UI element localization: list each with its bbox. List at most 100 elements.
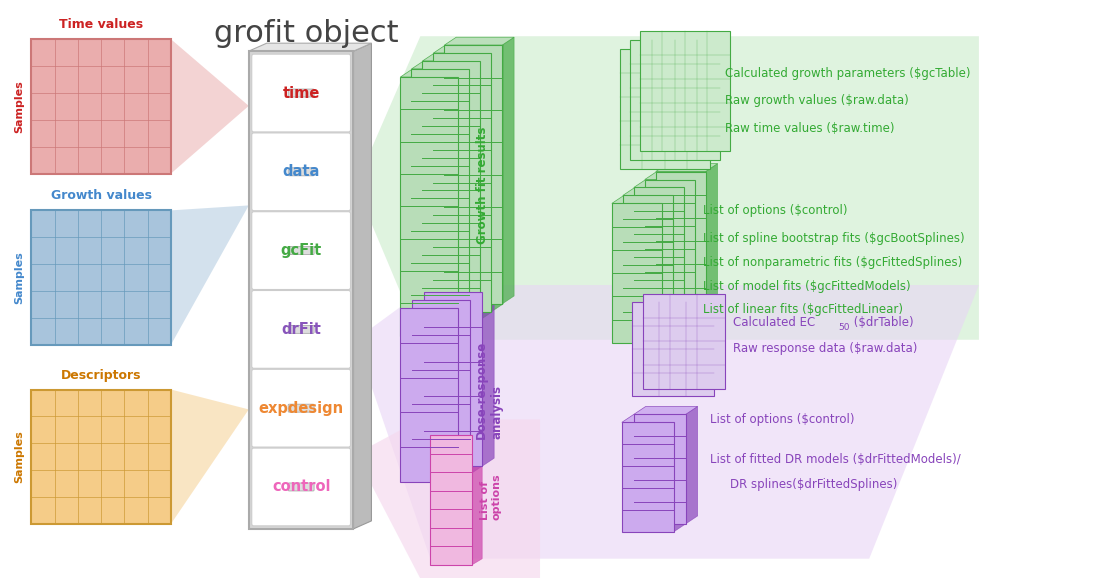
Text: Samples: Samples <box>14 80 24 133</box>
Text: List of linear fits ($gcFittedLinear): List of linear fits ($gcFittedLinear) <box>703 303 903 316</box>
Text: time: time <box>282 86 320 101</box>
Polygon shape <box>430 429 483 435</box>
FancyBboxPatch shape <box>251 54 350 132</box>
Text: List of
options: List of options <box>480 474 501 521</box>
Polygon shape <box>480 53 493 320</box>
FancyBboxPatch shape <box>619 49 710 168</box>
FancyBboxPatch shape <box>642 294 724 389</box>
FancyBboxPatch shape <box>288 483 314 491</box>
FancyBboxPatch shape <box>430 435 472 565</box>
Polygon shape <box>249 43 371 51</box>
Polygon shape <box>623 188 684 196</box>
Text: Raw time values ($raw.time): Raw time values ($raw.time) <box>724 122 894 135</box>
Text: List of spline bootstrap fits ($gcBootSplines): List of spline bootstrap fits ($gcBootSp… <box>703 232 964 245</box>
Text: DR splines($drFittedSplines): DR splines($drFittedSplines) <box>730 478 897 490</box>
Polygon shape <box>472 429 483 565</box>
Text: Samples: Samples <box>14 251 24 304</box>
Text: gcFit: gcFit <box>281 243 322 258</box>
FancyBboxPatch shape <box>634 188 683 327</box>
Text: ($drTable): ($drTable) <box>851 316 914 329</box>
Polygon shape <box>356 36 979 340</box>
Text: Raw response data ($raw.data): Raw response data ($raw.data) <box>733 342 917 355</box>
Polygon shape <box>411 61 482 69</box>
Text: List of model fits ($gcFittedModels): List of model fits ($gcFittedModels) <box>703 280 910 292</box>
FancyBboxPatch shape <box>640 31 730 151</box>
FancyBboxPatch shape <box>412 300 471 474</box>
FancyBboxPatch shape <box>251 212 350 290</box>
Text: List of options ($control): List of options ($control) <box>710 413 854 426</box>
Polygon shape <box>705 164 717 311</box>
Polygon shape <box>491 45 504 312</box>
FancyBboxPatch shape <box>288 247 314 255</box>
Polygon shape <box>458 69 471 336</box>
FancyBboxPatch shape <box>623 196 672 335</box>
Polygon shape <box>673 415 685 532</box>
Text: Descriptors: Descriptors <box>61 369 141 382</box>
FancyBboxPatch shape <box>422 61 480 320</box>
Polygon shape <box>356 285 979 559</box>
Polygon shape <box>661 196 673 343</box>
Polygon shape <box>503 37 515 304</box>
Text: Calculated growth parameters ($gcTable): Calculated growth parameters ($gcTable) <box>724 67 970 79</box>
Polygon shape <box>634 406 698 415</box>
Polygon shape <box>622 415 685 422</box>
Polygon shape <box>171 206 249 345</box>
Text: Calculated EC: Calculated EC <box>733 316 814 329</box>
FancyBboxPatch shape <box>645 179 694 319</box>
Text: data: data <box>282 164 320 179</box>
FancyBboxPatch shape <box>444 45 503 304</box>
Text: List of fitted DR models ($drFittedModels)/: List of fitted DR models ($drFittedModel… <box>710 453 960 466</box>
Polygon shape <box>694 171 706 319</box>
FancyBboxPatch shape <box>251 448 350 526</box>
Polygon shape <box>469 61 482 328</box>
Polygon shape <box>672 188 684 335</box>
Text: List of options ($control): List of options ($control) <box>703 204 847 217</box>
Polygon shape <box>458 300 471 482</box>
Polygon shape <box>685 406 698 524</box>
Polygon shape <box>412 292 483 300</box>
FancyBboxPatch shape <box>288 325 314 334</box>
Polygon shape <box>171 39 249 174</box>
FancyBboxPatch shape <box>251 369 350 447</box>
FancyBboxPatch shape <box>622 422 673 532</box>
Polygon shape <box>356 419 540 578</box>
Text: List of nonparametric fits ($gcFittedSplines): List of nonparametric fits ($gcFittedSpl… <box>703 256 962 269</box>
Polygon shape <box>400 300 471 308</box>
Text: Growth values: Growth values <box>51 189 152 203</box>
FancyBboxPatch shape <box>31 390 171 524</box>
Polygon shape <box>424 284 494 292</box>
Text: Samples: Samples <box>14 430 24 483</box>
FancyBboxPatch shape <box>612 203 661 343</box>
Polygon shape <box>422 53 493 61</box>
FancyBboxPatch shape <box>31 39 171 174</box>
Polygon shape <box>471 292 483 474</box>
FancyBboxPatch shape <box>249 51 354 529</box>
Text: expdesign: expdesign <box>259 401 344 416</box>
Polygon shape <box>400 69 471 77</box>
Text: Growth fit results: Growth fit results <box>476 127 489 244</box>
Text: Time values: Time values <box>60 19 143 31</box>
FancyBboxPatch shape <box>251 291 350 368</box>
Polygon shape <box>483 284 494 466</box>
FancyBboxPatch shape <box>630 40 720 160</box>
Polygon shape <box>634 179 695 188</box>
Polygon shape <box>656 164 717 171</box>
FancyBboxPatch shape <box>631 302 714 397</box>
Polygon shape <box>433 45 504 53</box>
FancyBboxPatch shape <box>400 77 458 336</box>
FancyBboxPatch shape <box>288 168 314 176</box>
Polygon shape <box>171 390 249 524</box>
FancyBboxPatch shape <box>656 171 705 311</box>
Text: Dose-response
analysis: Dose-response analysis <box>475 340 504 439</box>
FancyBboxPatch shape <box>411 69 469 328</box>
Text: grofit object: grofit object <box>214 19 399 48</box>
FancyBboxPatch shape <box>251 133 350 211</box>
FancyBboxPatch shape <box>288 404 314 412</box>
Polygon shape <box>645 171 706 179</box>
FancyBboxPatch shape <box>288 89 314 97</box>
Polygon shape <box>683 179 695 327</box>
Text: control: control <box>272 479 331 494</box>
FancyBboxPatch shape <box>433 53 491 312</box>
FancyBboxPatch shape <box>400 308 458 482</box>
Text: drFit: drFit <box>281 322 321 337</box>
